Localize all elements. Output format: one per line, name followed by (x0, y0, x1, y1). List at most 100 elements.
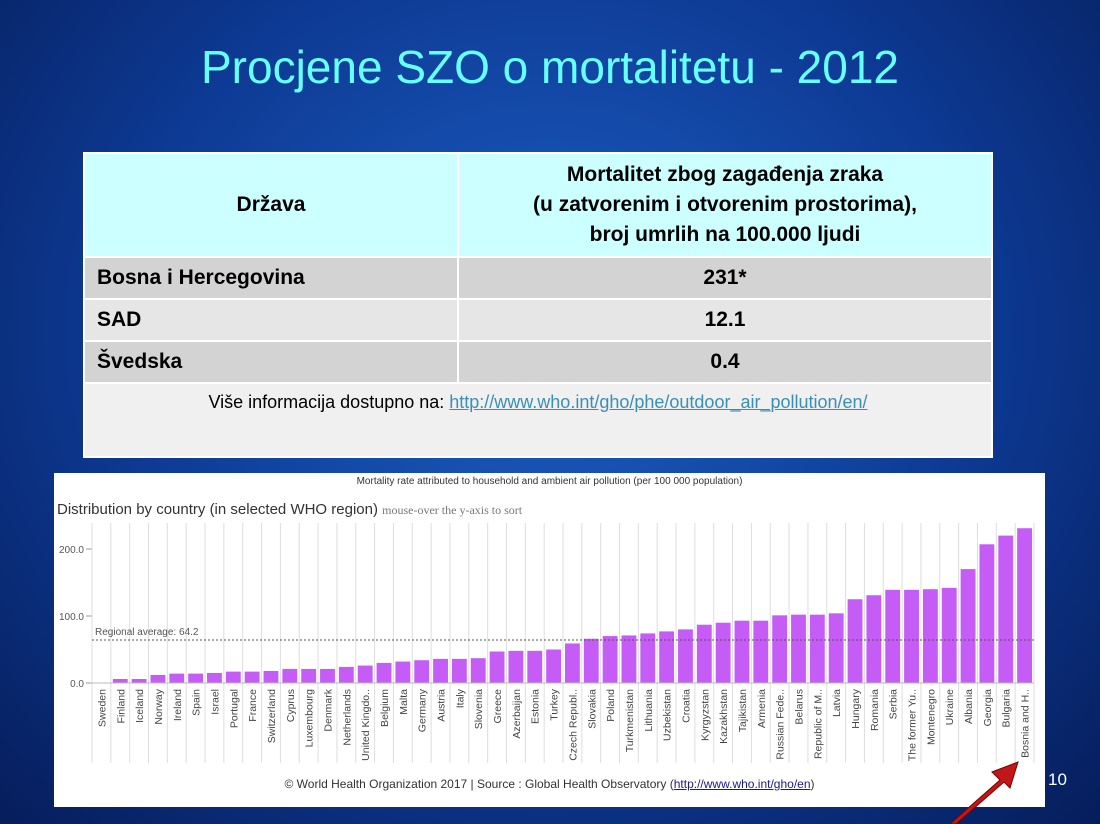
gho-link[interactable]: http://www.who.int/gho/en (673, 777, 811, 791)
bar (866, 595, 882, 683)
x-tick-label: Denmark (323, 688, 335, 731)
x-tick-label: Croatia (680, 689, 692, 723)
bar (376, 662, 392, 683)
x-tick-label: Cyprus (285, 689, 297, 722)
x-tick-label: Republic of M.. (812, 689, 824, 759)
x-tick-label: Slovenia (473, 689, 485, 729)
bar (602, 636, 618, 683)
red-arrow-icon (949, 761, 1019, 824)
table-footer-row: Više informacija dostupno na: http://www… (83, 382, 993, 458)
bar (678, 629, 693, 683)
bar (979, 544, 995, 683)
x-tick-label: Bosnia and H.. (1020, 689, 1032, 758)
bar (941, 587, 957, 683)
x-tick-label: Russian Fede.. (775, 689, 787, 760)
bar (470, 658, 486, 683)
x-tick-label: Sweden (96, 689, 108, 727)
x-tick-label: Uzbekistan (662, 689, 674, 741)
bar (998, 535, 1014, 683)
x-tick-label: Austria (436, 689, 448, 722)
x-tick-label: Azerbaijan (511, 689, 523, 739)
bar (922, 589, 938, 683)
header-country: Država (83, 152, 459, 258)
bar (809, 614, 825, 683)
bar (621, 635, 637, 683)
credit-text: © World Health Organization 2017 | Sourc… (284, 777, 674, 791)
value-cell: 12.1 (457, 298, 993, 342)
x-tick-label: Lithuania (643, 689, 655, 732)
value-cell: 231* (457, 256, 993, 300)
bar (225, 671, 241, 683)
sort-hint: mouse-over the y-axis to sort (382, 503, 523, 517)
x-tick-label: Estonia (530, 689, 542, 724)
x-tick-label: Ukraine (944, 689, 956, 725)
bar (546, 649, 561, 683)
x-tick-label: Turkmenistan (624, 689, 636, 752)
value-cell: 0.4 (457, 340, 993, 384)
bar (357, 665, 373, 683)
footer-cell: Više informacija dostupno na: http://www… (83, 382, 993, 458)
x-tick-label: Czech Republ.. (567, 689, 579, 761)
bar (885, 589, 901, 683)
who-link[interactable]: http://www.who.int/gho/phe/outdoor_air_p… (449, 392, 868, 412)
country-cell: Bosna i Hercegovina (83, 256, 459, 300)
x-tick-label: Latvia (831, 689, 843, 717)
chart-panel: Mortality rate attributed to household a… (54, 473, 1045, 807)
x-tick-label: Kazakhstan (718, 689, 730, 744)
bar (112, 678, 128, 683)
bar (282, 668, 298, 683)
bar (188, 673, 204, 683)
bar (207, 672, 222, 683)
x-tick-label: Malta (398, 689, 410, 715)
x-tick-label: Luxembourg (304, 689, 316, 748)
y-tick-label: 0.0 (70, 679, 84, 690)
x-tick-label: Belgium (379, 689, 391, 727)
header-mortality: Mortalitet zbog zagađenja zraka (u zatvor… (457, 152, 993, 258)
x-tick-label: Montenegro (925, 689, 937, 745)
page-number: 10 (1048, 770, 1067, 789)
bar (301, 668, 317, 683)
x-tick-label: Georgia (982, 689, 994, 727)
x-tick-label: Netherlands (341, 689, 353, 746)
bar (508, 650, 524, 683)
bar (338, 666, 354, 683)
header-line: (u zatvorenim i otvorenim prostorima), (533, 193, 917, 216)
bar (565, 643, 580, 683)
credit-line: © World Health Organization 2017 | Sourc… (54, 777, 1045, 791)
bar (847, 599, 863, 683)
x-tick-label: Romania (869, 689, 881, 731)
x-tick-label: Italy (454, 688, 466, 708)
bar (772, 615, 788, 683)
subtitle-text: Distribution by country (in selected WHO… (57, 501, 378, 518)
x-tick-label: France (247, 689, 259, 722)
header-line: Mortalitet zbog zagađenja zraka (566, 163, 884, 186)
bar (734, 620, 750, 683)
bar (414, 660, 430, 683)
footer-text: Više informacija dostupno na: (208, 392, 450, 412)
header-line: broj umrlih na 100.000 ljudi (589, 223, 861, 246)
x-tick-label: Bulgaria (1001, 689, 1013, 728)
x-tick-label: Serbia (888, 689, 900, 720)
x-tick-label: Finland (115, 689, 127, 724)
country-cell: Švedska (83, 340, 459, 384)
x-tick-label: Poland (605, 689, 617, 722)
x-tick-label: Germany (417, 688, 429, 732)
country-cell: SAD (83, 298, 459, 342)
credit-end: ) (810, 777, 815, 791)
table-row: Bosna i Hercegovina 231* (83, 256, 993, 300)
bar (451, 658, 467, 683)
x-tick-label: United Kingdo.. (360, 689, 372, 761)
x-tick-label: Iceland (134, 689, 146, 723)
x-tick-label: Israel (209, 689, 221, 715)
x-tick-label: Greece (492, 689, 504, 724)
x-tick-label: Portugal (228, 689, 240, 728)
y-tick-label: 200.0 (59, 545, 84, 556)
bar (489, 651, 505, 683)
x-tick-label: Ireland (172, 689, 184, 721)
bar (828, 613, 844, 683)
slide-title: Procjene SZO o mortalitetu - 2012 (201, 41, 899, 93)
x-tick-label: Norway (153, 688, 165, 724)
table-row: Švedska 0.4 (83, 340, 993, 384)
x-tick-label: Belarus (794, 689, 806, 725)
chart-subtitle: Distribution by country (in selected WHO… (57, 501, 522, 518)
